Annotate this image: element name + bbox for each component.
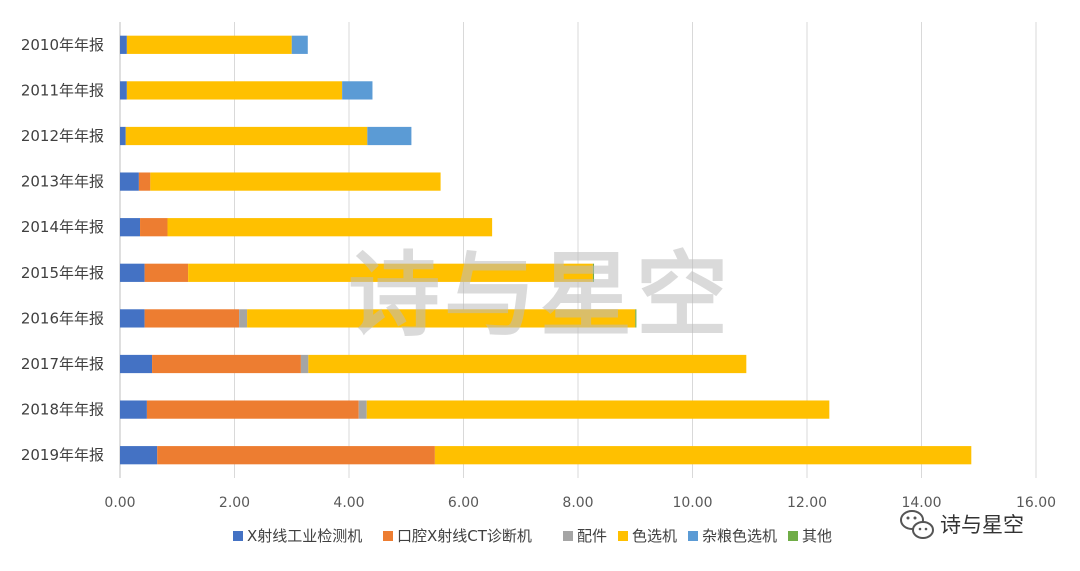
bar-segment: [291, 35, 308, 54]
bar-segment: [146, 400, 359, 419]
legend-swatch: [233, 531, 243, 541]
category-label: 2018年年报: [21, 401, 104, 419]
bar-segment: [167, 218, 493, 237]
bar-segment: [120, 126, 126, 146]
legend-swatch: [383, 531, 393, 541]
category-label: 2013年年报: [21, 173, 104, 191]
legend-label: 其他: [802, 527, 832, 545]
bar-segment: [126, 35, 292, 54]
category-label: 2010年年报: [21, 36, 104, 54]
bar-segment: [120, 354, 153, 374]
x-tick-label: 10.00: [672, 495, 712, 511]
bar-segment: [125, 126, 368, 146]
legend-label: X射线工业检测机: [247, 527, 362, 545]
bar-segment: [138, 172, 151, 191]
bar-segment: [300, 354, 309, 374]
bar-segment: [120, 309, 145, 328]
bar-segment: [120, 81, 127, 100]
legend-swatch: [788, 531, 798, 541]
bar-segment: [434, 446, 972, 465]
legend: X射线工业检测机 口腔X射线CT诊断机 配件 色选机 杂粮色选机 其他: [233, 527, 832, 545]
bar-segment: [120, 446, 158, 465]
x-tick-label: 2.00: [219, 495, 250, 511]
x-tick-label: 0.00: [104, 495, 135, 511]
bar-segment: [120, 172, 139, 191]
legend-item: 配件: [563, 527, 607, 545]
legend-label: 口腔X射线CT诊断机: [397, 527, 532, 545]
legend-swatch: [688, 531, 698, 541]
bar-segment: [120, 35, 127, 54]
watermark: 诗与星空: [348, 242, 732, 349]
legend-item: X射线工业检测机: [233, 527, 362, 545]
bar-segment: [120, 263, 145, 282]
bar-segment: [592, 263, 595, 282]
x-tick-label: 6.00: [448, 495, 479, 511]
wechat-icon: [900, 510, 934, 539]
bar-segment: [342, 81, 373, 100]
bar-segment: [366, 400, 830, 419]
bar-segment: [247, 309, 636, 328]
bar-segment: [358, 400, 367, 419]
category-label: 2016年年报: [21, 309, 104, 327]
bar-segment: [126, 81, 343, 100]
x-axis-tick-labels: 0.00 2.00 4.00 6.00 8.00 10.00 12.00 14.00 16.00: [104, 495, 1056, 511]
bar-segment: [188, 263, 593, 282]
wechat-account-name: 诗与星空: [940, 513, 1024, 537]
bar-segment: [144, 263, 189, 282]
bar-segment: [140, 218, 168, 237]
bar-segment: [635, 309, 637, 328]
legend-label: 杂粮色选机: [702, 527, 777, 545]
bar-segment: [120, 218, 141, 237]
x-tick-label: 16.00: [1016, 495, 1056, 511]
bar-segment: [367, 126, 412, 146]
category-label: 2012年年报: [21, 127, 104, 145]
bar-segment: [239, 309, 248, 328]
wechat-badge: 诗与星空: [900, 510, 1024, 539]
legend-item: 色选机: [618, 527, 677, 545]
x-tick-label: 14.00: [901, 495, 941, 511]
category-label: 2011年年报: [21, 81, 104, 99]
legend-label: 配件: [577, 527, 607, 545]
bar-segment: [144, 309, 240, 328]
category-label: 2015年年报: [21, 264, 104, 282]
category-label: 2014年年报: [21, 218, 104, 236]
bar-segment: [308, 354, 747, 374]
legend-swatch: [618, 531, 628, 541]
x-tick-label: 8.00: [562, 495, 593, 511]
legend-item: 口腔X射线CT诊断机: [383, 527, 532, 545]
bars: [120, 35, 972, 465]
category-labels: 2010年年报 2011年年报 2012年年报 2013年年报 2014年年报 2015年…: [21, 36, 104, 464]
bar-segment: [150, 172, 441, 191]
x-tick-label: 4.00: [333, 495, 364, 511]
x-tick-label: 12.00: [787, 495, 827, 511]
category-label: 2019年年报: [21, 446, 104, 464]
bar-segment: [157, 446, 435, 465]
category-label: 2017年年报: [21, 355, 104, 373]
legend-item: 杂粮色选机: [688, 527, 777, 545]
legend-item: 其他: [788, 527, 832, 545]
legend-label: 色选机: [632, 527, 677, 545]
bar-segment: [152, 354, 301, 374]
bar-segment: [120, 400, 147, 419]
legend-swatch: [563, 531, 573, 541]
